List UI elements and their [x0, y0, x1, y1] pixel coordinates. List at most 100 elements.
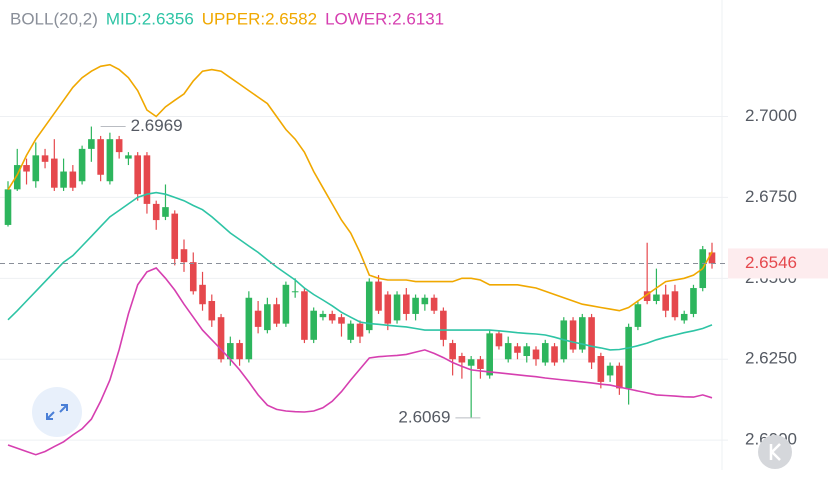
candle-body [125, 155, 132, 159]
candle [597, 352, 605, 389]
band-line [7, 191, 713, 351]
k-button[interactable] [758, 435, 792, 469]
candle [227, 336, 234, 366]
candle [32, 142, 40, 188]
candle-body [708, 252, 716, 264]
candle [421, 294, 429, 311]
candle-body [115, 139, 123, 153]
candle [310, 307, 317, 344]
candle [69, 165, 77, 191]
candle [152, 200, 160, 230]
candle-body [412, 297, 419, 314]
candle-body [78, 148, 86, 182]
expand-button[interactable] [32, 387, 82, 437]
candle-body [393, 294, 401, 321]
candle [60, 158, 67, 191]
expand-icon[interactable] [46, 404, 68, 420]
candle [467, 356, 475, 418]
candle-body [523, 346, 531, 357]
candle [579, 313, 586, 353]
candle-body [273, 304, 280, 324]
candle [403, 288, 410, 321]
candle [551, 343, 558, 366]
candle [356, 320, 364, 344]
candle [690, 284, 697, 318]
candle-body [328, 313, 336, 321]
candle-body [671, 291, 679, 318]
candle-body [690, 288, 697, 314]
candle [680, 310, 688, 324]
candle [236, 339, 243, 366]
candle-body [282, 284, 290, 324]
candle-body [41, 155, 49, 162]
candle-body [69, 171, 77, 188]
candle-body [162, 207, 169, 217]
candle [51, 139, 58, 191]
candle [375, 275, 382, 314]
candle-body [653, 294, 660, 301]
candle [125, 152, 132, 166]
candle-body [514, 346, 521, 353]
candle-body [134, 155, 141, 195]
candle [616, 362, 623, 395]
candle-body [532, 349, 540, 360]
candle [328, 310, 336, 324]
candle-body [477, 359, 484, 369]
expand-button-bg[interactable] [32, 387, 82, 437]
candle-body [495, 333, 503, 347]
candle [412, 294, 419, 321]
candle-body [319, 313, 327, 318]
candle-body [152, 203, 160, 221]
candle [532, 346, 540, 366]
indicator-label: BOLL(20,2) [10, 9, 98, 28]
y-tick-label: 2.7000 [745, 106, 797, 125]
candle-body [486, 333, 493, 376]
candle [653, 268, 660, 305]
candle-body [616, 365, 623, 389]
candle-body [467, 359, 475, 366]
candle [282, 281, 290, 327]
candle [208, 294, 216, 327]
candle [430, 294, 438, 314]
candle-body [13, 165, 21, 190]
candle-body [680, 313, 688, 321]
candle [13, 148, 21, 191]
candle-body [338, 317, 345, 324]
candle [171, 210, 179, 266]
min-label: 2.6069 [398, 407, 450, 426]
candle-body [588, 317, 595, 363]
candle-body [301, 291, 308, 340]
candle-body [662, 294, 669, 311]
band-line [7, 63, 713, 312]
candle-body [569, 320, 577, 350]
candle-body [365, 281, 373, 331]
candle [477, 356, 484, 379]
candle-body [88, 139, 95, 149]
k-icon[interactable] [769, 443, 781, 461]
candle [273, 297, 280, 327]
candle-body [310, 310, 317, 340]
candle [97, 135, 104, 182]
y-tick-label: 2.6250 [745, 349, 797, 368]
candle-body [245, 297, 253, 360]
legend-entry: UPPER:2.6582 [202, 9, 317, 28]
k-button-bg[interactable] [758, 435, 792, 469]
candle [338, 313, 345, 337]
candle [495, 330, 503, 350]
candle [291, 278, 299, 298]
candle-body [291, 291, 299, 293]
candle-body [347, 323, 355, 340]
candle [254, 300, 262, 334]
candle-body [597, 356, 605, 382]
plot: 2.6969 2.6069 2.6546 [0, 63, 828, 456]
candle-body [634, 304, 642, 327]
candle-body [143, 155, 151, 204]
candle-body [541, 343, 549, 363]
candle-body [551, 346, 558, 363]
candle [199, 271, 206, 311]
candle [634, 300, 642, 331]
candle-body [180, 249, 188, 263]
candle-body [236, 343, 243, 360]
candle [569, 317, 577, 353]
candle [514, 343, 521, 360]
